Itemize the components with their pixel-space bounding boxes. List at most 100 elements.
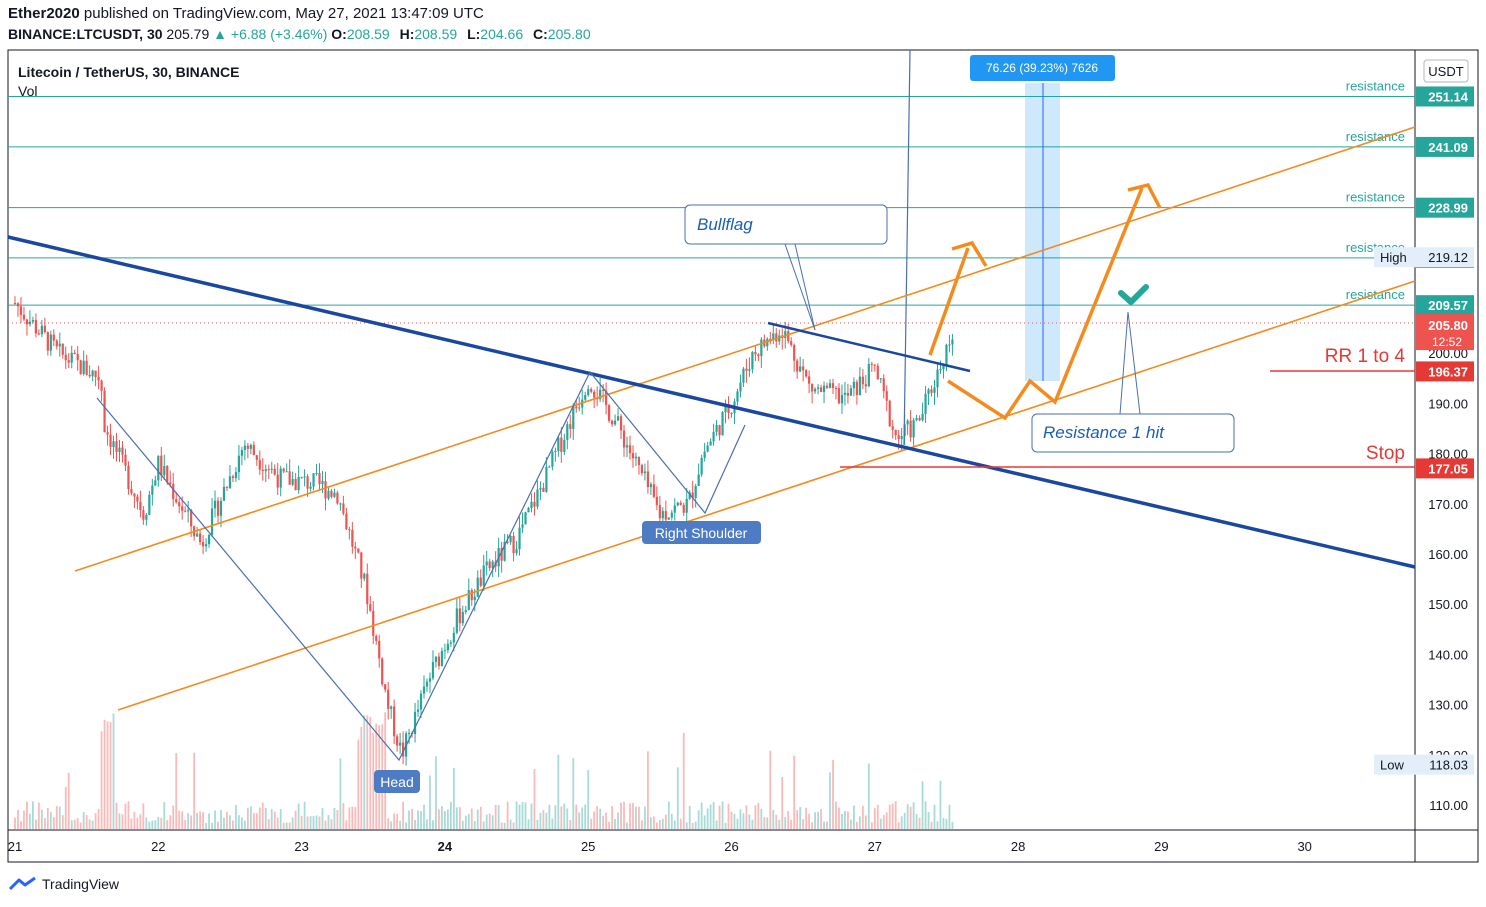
- y-tick-6: 170.00: [1428, 497, 1468, 512]
- candle-body-216: [658, 505, 661, 519]
- volume-bar-137: [423, 804, 425, 829]
- volume-legend[interactable]: Vol: [18, 83, 37, 99]
- resistance-hit-callout[interactable]: [1031, 413, 1235, 453]
- candle-body-130: [402, 742, 405, 757]
- volume-bar-40: [133, 811, 136, 829]
- candle-body-188: [575, 406, 578, 409]
- volume-bar-192: [587, 770, 590, 829]
- volume-bar-300: [909, 806, 912, 829]
- candle-body-189: [578, 407, 581, 409]
- candle-body-45: [148, 494, 151, 515]
- volume-bar-69: [220, 809, 222, 829]
- volume-bar-264: [802, 819, 805, 829]
- high-tag-value: 219.12: [1428, 250, 1468, 265]
- volume-bar-273: [829, 772, 831, 829]
- volume-bar-249: [757, 803, 760, 829]
- volume-bar-4: [26, 801, 28, 829]
- candle-body-182: [557, 437, 560, 451]
- candle-body-24: [85, 360, 88, 375]
- candle-body-69: [219, 500, 223, 516]
- candle-body-75: [237, 455, 241, 473]
- currency-button[interactable]: [1423, 59, 1469, 83]
- volume-bar-96: [300, 815, 303, 829]
- volume-bar-26: [91, 820, 94, 829]
- bullflag-text: Bullflag: [697, 215, 753, 234]
- volume-bar-29: [100, 731, 103, 829]
- candle-body-310: [939, 369, 942, 371]
- candle-body-290: [879, 378, 882, 380]
- candle-body-35: [118, 447, 121, 453]
- volume-bar-308: [933, 804, 936, 829]
- resistance-tag-0: [1416, 86, 1474, 107]
- volume-bar-64: [205, 822, 207, 829]
- candle-body-305: [924, 393, 927, 414]
- candle-body-17: [64, 354, 67, 361]
- volume-bar-247: [751, 819, 754, 829]
- volume-bar-213: [649, 817, 652, 829]
- volume-bar-93: [291, 817, 294, 829]
- candle-body-149: [458, 608, 461, 624]
- volume-bar-201: [614, 819, 616, 829]
- volume-bar-15: [58, 806, 61, 829]
- volume-bar-87: [273, 811, 276, 829]
- price-axis[interactable]: 110.00120.00130.00140.00150.00160.00170.…: [1428, 346, 1468, 813]
- y-tick-8: 190.00: [1428, 396, 1468, 411]
- footer-brand[interactable]: TradingView: [8, 876, 119, 892]
- volume-bar-219: [667, 801, 670, 829]
- bar-countdown: 12:52: [1432, 335, 1462, 349]
- volume-bar-186: [569, 820, 572, 829]
- right-shoulder-label-box[interactable]: [642, 521, 761, 544]
- volume-bar-231: [703, 815, 706, 829]
- candle-body-117: [363, 573, 366, 579]
- volume-bar-78: [246, 807, 249, 829]
- volume-bar-52: [169, 815, 172, 829]
- price-chart[interactable]: Litecoin / TetherUS, 30, BINANCE Vol USD…: [0, 0, 1486, 870]
- candle-body-285: [864, 384, 867, 387]
- volume-bar-174: [533, 769, 536, 829]
- low-label: L:: [467, 26, 481, 42]
- volume-bar-222: [676, 767, 679, 829]
- candle-body-18: [67, 360, 70, 363]
- head-label-box[interactable]: [374, 770, 420, 793]
- volume-bar-49: [160, 817, 163, 829]
- volume-bar-44: [145, 817, 148, 829]
- target-tag: [1416, 361, 1474, 382]
- author-name[interactable]: Ether2020: [8, 5, 80, 22]
- volume-bar-33: [112, 713, 115, 829]
- candle-body-201: [613, 420, 617, 425]
- volume-bar-259: [787, 810, 790, 829]
- volume-bar-166: [509, 819, 512, 829]
- bullflag-pointer: [784, 243, 816, 331]
- candle-body-67: [213, 500, 217, 509]
- volume-bar-237: [721, 801, 724, 829]
- volume-bar-54: [175, 753, 178, 829]
- volume-bar-262: [796, 810, 799, 829]
- tradingview-logo-icon: [8, 876, 36, 891]
- volume-bar-170: [521, 802, 524, 829]
- volume-bar-151: [464, 815, 467, 829]
- volume-bar-280: [850, 819, 852, 829]
- candle-body-266: [808, 376, 811, 384]
- volume-bar-8: [37, 802, 40, 829]
- volume-bar-313: [948, 804, 951, 829]
- volume-bar-145: [446, 809, 449, 829]
- candle-body-302: [915, 418, 918, 421]
- volume-bar-183: [560, 806, 563, 829]
- volume-bar-169: [518, 804, 521, 829]
- resistance-hit-pointer: [1119, 311, 1129, 415]
- volume-bar-150: [461, 820, 464, 829]
- candle-body-97: [303, 476, 306, 478]
- bullflag-callout[interactable]: [684, 204, 888, 245]
- candle-body-254: [772, 333, 775, 341]
- high-label: H:: [399, 26, 415, 42]
- volume-bar-125: [387, 818, 390, 829]
- candle-body-85: [267, 469, 270, 471]
- volume-bar-139: [429, 775, 431, 829]
- resistance-tag-value-1: 241.09: [1428, 140, 1468, 155]
- low-tag-label: Low: [1380, 758, 1404, 773]
- candle-body-46: [151, 485, 154, 495]
- candle-body-142: [437, 656, 441, 667]
- time-axis[interactable]: 21 22 23 24 25 26 27 28 29 30: [8, 839, 1312, 854]
- chart-legend-title[interactable]: Litecoin / TetherUS, 30, BINANCE: [18, 64, 239, 80]
- candle-body-49: [160, 455, 163, 476]
